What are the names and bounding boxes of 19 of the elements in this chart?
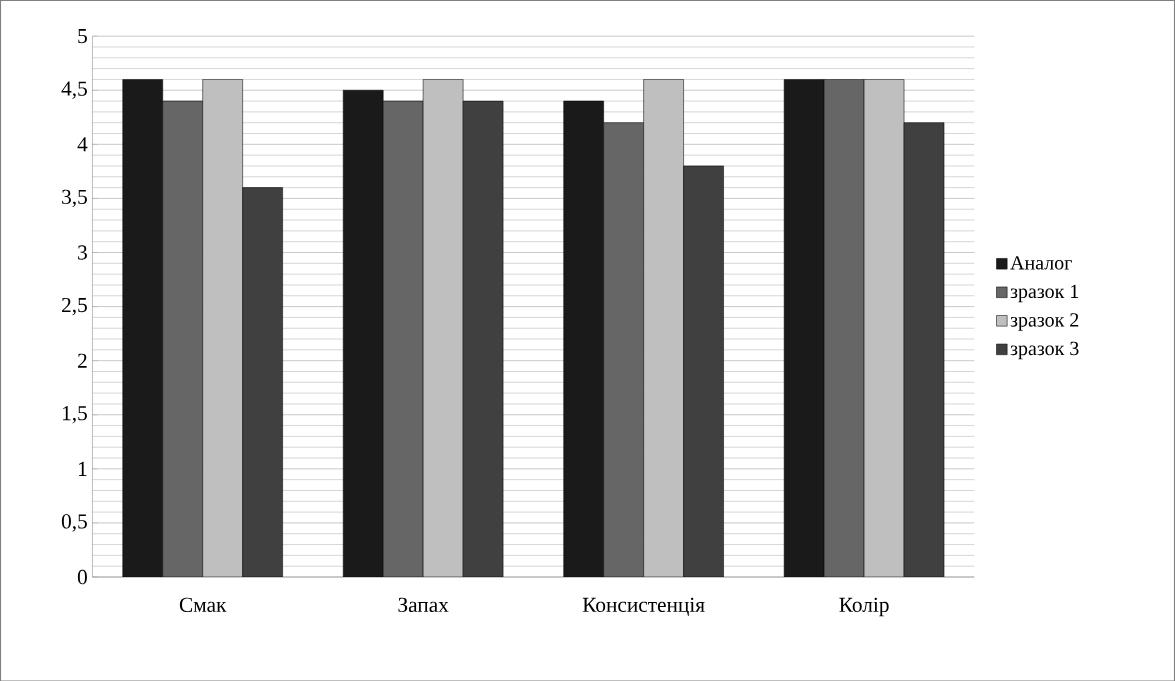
y-tick-label: 4 [77, 137, 88, 152]
legend-label: зразок 2 [1010, 313, 1079, 331]
y-tick-label: 0 [77, 569, 87, 584]
y-tick-label: 3,5 [62, 189, 87, 207]
x-tick-label: Запах [398, 597, 449, 612]
y-tick-label: 0,5 [61, 513, 87, 532]
x-tick-label: Консистенція [582, 597, 705, 616]
legend-label: зразок 1 [1010, 284, 1079, 302]
x-tick-label: Смак [179, 597, 227, 612]
y-tick-label: 4,5 [61, 81, 87, 99]
y-tick-label: 5 [78, 28, 87, 44]
y-tick-label: 1 [78, 461, 87, 476]
y-tick-label: 3 [78, 245, 87, 260]
legend-label: Аналог [1010, 255, 1072, 270]
x-tick-label: Колір [839, 597, 889, 617]
y-tick-label: 2 [78, 353, 87, 368]
y-tick-label: 1,5 [62, 405, 87, 424]
y-tick-label: 2,5 [62, 297, 87, 316]
legend-label: зразок 3 [1010, 341, 1079, 360]
